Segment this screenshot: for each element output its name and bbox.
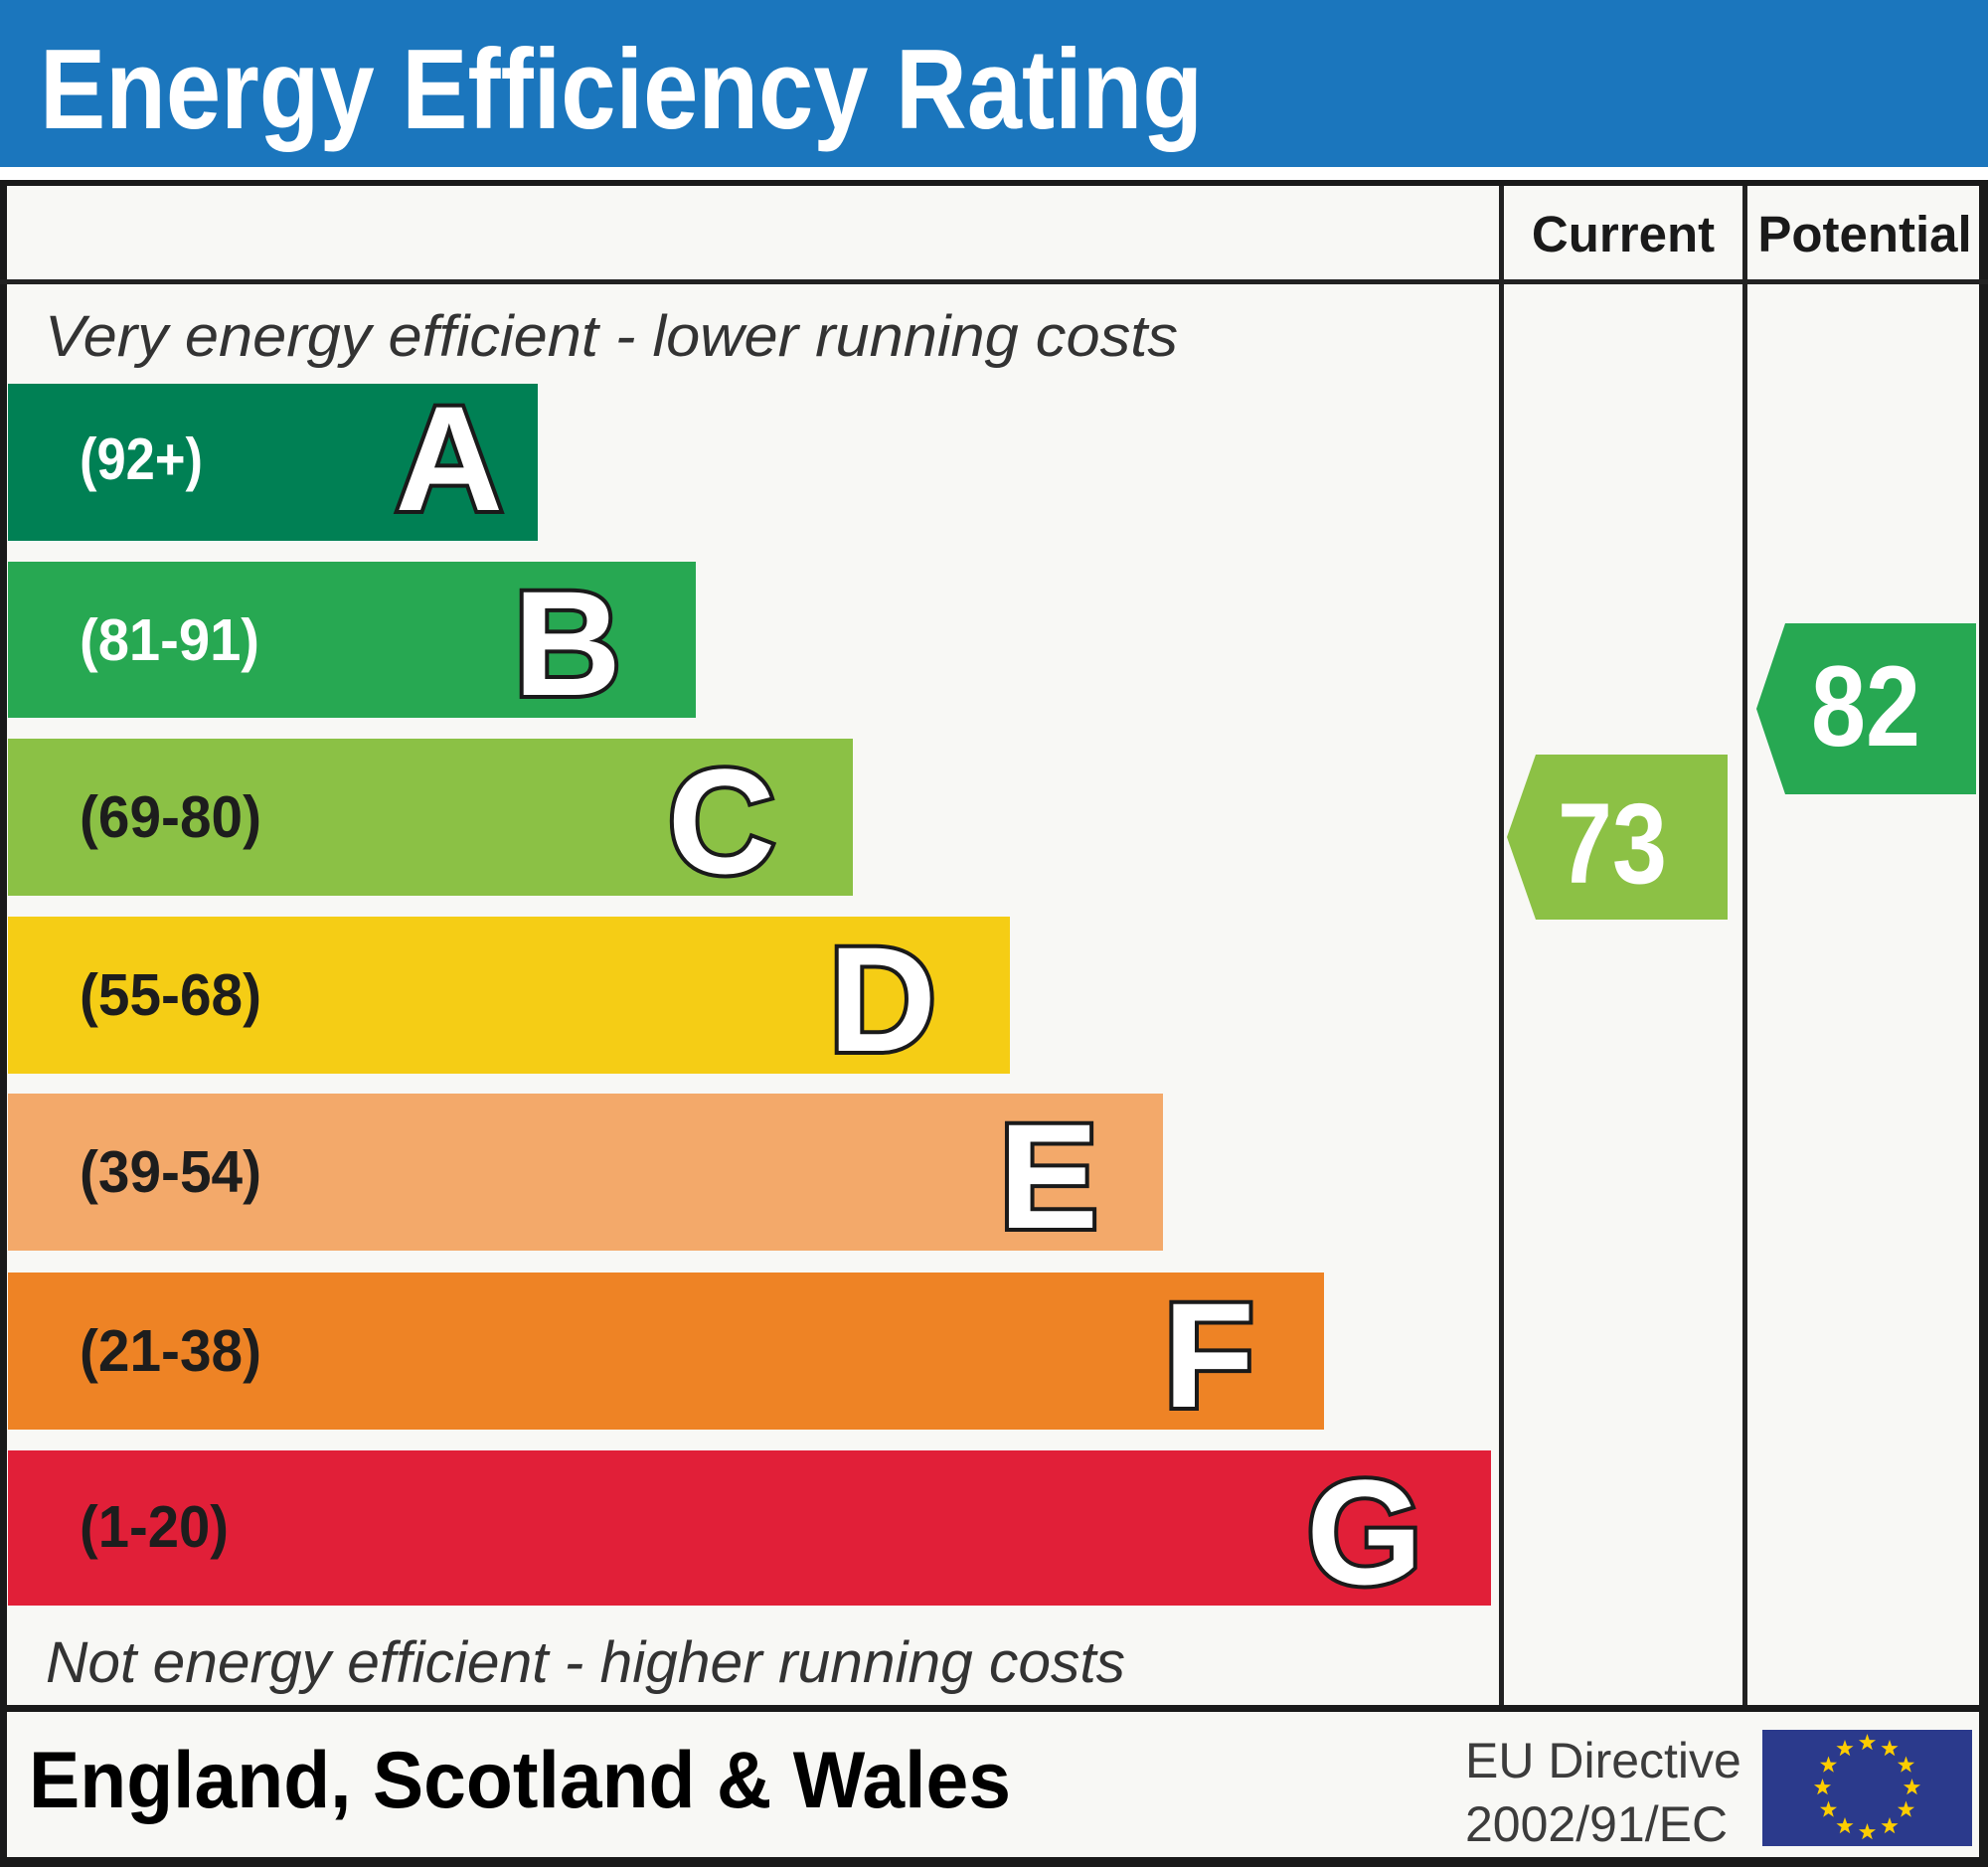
svg-text:B: B [514, 560, 621, 727]
svg-text:(92+): (92+) [80, 426, 203, 492]
svg-text:E: E [999, 1093, 1098, 1260]
svg-text:Current: Current [1532, 206, 1715, 262]
svg-text:England, Scotland & Wales: England, Scotland & Wales [29, 1736, 1011, 1825]
svg-text:EU Directive: EU Directive [1465, 1733, 1741, 1788]
svg-text:(1-20): (1-20) [80, 1494, 229, 1560]
svg-text:G: G [1306, 1448, 1422, 1615]
svg-text:Not energy efficient - higher: Not energy efficient - higher running co… [46, 1630, 1125, 1695]
svg-text:(81-91): (81-91) [80, 607, 259, 673]
svg-text:82: 82 [1811, 643, 1920, 770]
svg-text:(39-54): (39-54) [80, 1139, 261, 1205]
svg-text:2002/91/EC: 2002/91/EC [1465, 1796, 1728, 1852]
svg-text:Very energy efficient - lower: Very energy efficient - lower running co… [45, 304, 1178, 369]
svg-text:Energy Efficiency Rating: Energy Efficiency Rating [40, 27, 1203, 153]
svg-text:(55-68): (55-68) [80, 962, 261, 1028]
svg-text:A: A [396, 375, 503, 542]
svg-text:F: F [1163, 1272, 1254, 1439]
svg-text:Potential: Potential [1757, 206, 1971, 262]
svg-text:73: 73 [1558, 780, 1667, 908]
svg-text:D: D [829, 916, 936, 1083]
svg-text:(21-38): (21-38) [80, 1318, 261, 1384]
svg-text:C: C [668, 738, 775, 905]
svg-text:(69-80): (69-80) [80, 784, 261, 850]
